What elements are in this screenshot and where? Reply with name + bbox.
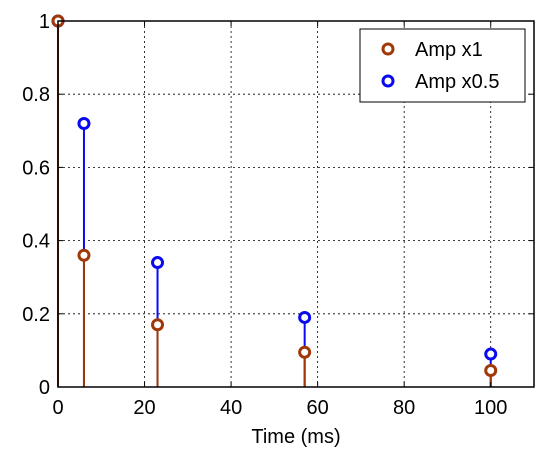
x-tick-label: 80 (393, 397, 415, 419)
y-tick-label: 0.2 (22, 304, 50, 326)
data-point (484, 347, 498, 361)
axis-ticks: 0 20 40 60 80 100 0 0.2 0.4 0.6 0.8 1 (22, 11, 534, 419)
y-tick-label: 1 (39, 11, 50, 33)
data-point (151, 256, 165, 270)
x-tick-label: 100 (474, 397, 507, 419)
legend-box (359, 28, 526, 103)
legend: Amp x1 Amp x0.5 (359, 28, 526, 103)
y-tick-label: 0.8 (22, 84, 50, 106)
x-axis-label: Time (ms) (251, 426, 340, 448)
y-tick-label: 0.4 (22, 231, 50, 253)
legend-marker (381, 74, 395, 88)
data-point (151, 318, 165, 332)
data-point (77, 116, 91, 130)
x-tick-label: 60 (307, 397, 329, 419)
x-tick-label: 0 (52, 397, 63, 419)
plot-frame (57, 20, 535, 388)
legend-label: Amp x1 (415, 39, 483, 61)
x-tick-label: 40 (220, 397, 242, 419)
y-tick-label: 0.6 (22, 157, 50, 179)
data-point (77, 248, 91, 262)
data-point (298, 345, 312, 359)
x-tick-label: 20 (133, 397, 155, 419)
legend-marker (381, 42, 395, 56)
data-point (484, 364, 498, 378)
y-tick-label: 0 (39, 377, 50, 399)
legend-label: Amp x0.5 (415, 71, 499, 93)
data-point (298, 310, 312, 324)
